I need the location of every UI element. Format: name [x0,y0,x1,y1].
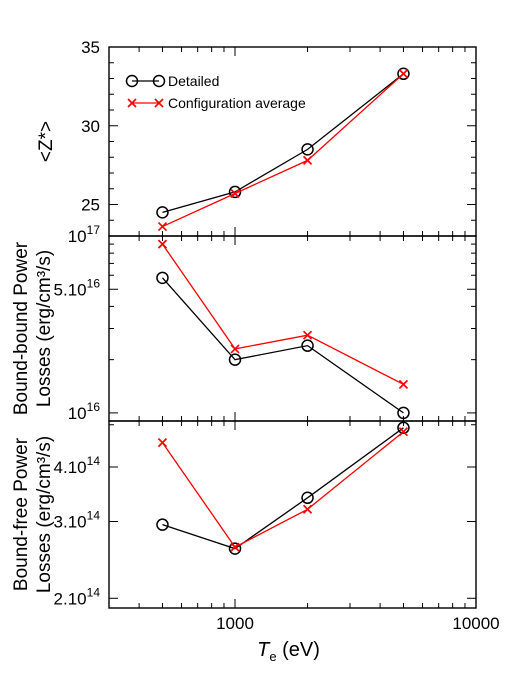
y-tick-label: 3.1014 [54,508,101,531]
data-point-x [398,69,409,79]
data-point-circle [228,185,242,199]
y-tick-label-base: 3.10 [54,512,87,531]
y-tick-label-exponent: 16 [87,400,101,414]
y-tick-label: 4.1014 [54,454,101,477]
y-tick-label-base: 5.10 [54,280,87,299]
x-tick-label: 10000 [452,614,499,633]
y-axis-label-line: Bound-free Power [11,437,32,591]
data-point-circle [156,271,169,285]
legend-marker-x [154,98,164,108]
y-tick-label: 5.1016 [54,276,101,299]
series-line [161,431,404,548]
data-point-x [157,438,168,448]
y-tick-label-base: 4.10 [54,458,87,477]
data-point-x [398,379,409,389]
y-tick-label: 2.1014 [54,585,101,608]
y-tick-label-base: 2.10 [54,589,87,608]
y-tick-label-exponent: 16 [87,276,101,290]
y-tick-label-exponent: 14 [87,585,101,599]
legend: Detailed Configuration average [125,73,306,111]
data-point-x [398,427,409,437]
x-axis-label-symbol: T [257,639,271,661]
data-point-circle [156,518,169,531]
data-point-x [157,239,168,249]
plot-frame [108,420,477,609]
x-axis-label: Te (eV) [257,639,320,664]
y-tick-label: 30 [81,117,100,136]
data-point-circle [301,339,314,352]
y-tick-label-exponent: 17 [87,223,101,237]
data-point-x [157,221,168,232]
data-point-circle [397,421,410,435]
data-point-x [302,330,313,340]
data-point-x [230,542,240,552]
data-point-x [302,155,313,166]
data-point-circle [301,143,314,156]
y-tick-label-exponent: 14 [87,508,101,522]
series-line [162,427,404,550]
series-line [162,73,404,214]
x-tick-label: 1000 [216,614,254,633]
data-point-circle [301,491,314,505]
y-axis-label-line: Bound-bound Power [11,241,32,415]
data-point-circle [228,353,242,366]
data-point-x [302,504,313,514]
y-tick-label-base: 10 [68,227,87,246]
data-point-circle [156,206,169,219]
y-axis-label: <Z*> [36,121,57,162]
legend-label: Detailed [168,73,219,89]
series-line [162,73,404,228]
y-tick-label: 1017 [68,223,101,246]
data-point-circle [228,542,242,555]
x-axis-label-subscript: e [269,649,276,664]
y-tick-label-base: 10 [68,404,87,423]
y-axis-label-line: Losses (erg/cm³/s) [34,436,55,593]
data-point-circle [397,67,410,81]
data-point-circle [397,406,410,420]
y-axis-label-line: Losses (erg/cm³/s) [34,250,55,407]
panel-1: 25 30 35 <Z*> Detailed Configuration average [36,38,477,237]
y-tick-label: 25 [81,196,100,215]
y-tick-label: 1016 [68,400,101,423]
legend-label: Configuration average [168,95,306,111]
y-axis-label: Bound-bound Power Losses (erg/cm³/s) [11,241,55,415]
series-line [161,243,404,385]
legend-marker-circle [152,74,166,88]
legend-marker-x [127,98,137,108]
y-axis-label: Bound-free Power Losses (erg/cm³/s) [11,436,55,593]
x-axis-label-unit: (eV) [277,639,320,661]
y-tick-label: 35 [81,38,100,57]
legend-marker-circle [125,74,139,88]
data-point-x [230,188,240,199]
y-tick-label-exponent: 14 [87,454,101,468]
series-line [161,277,404,414]
data-point-x [230,344,240,354]
plot-frame [108,235,477,422]
